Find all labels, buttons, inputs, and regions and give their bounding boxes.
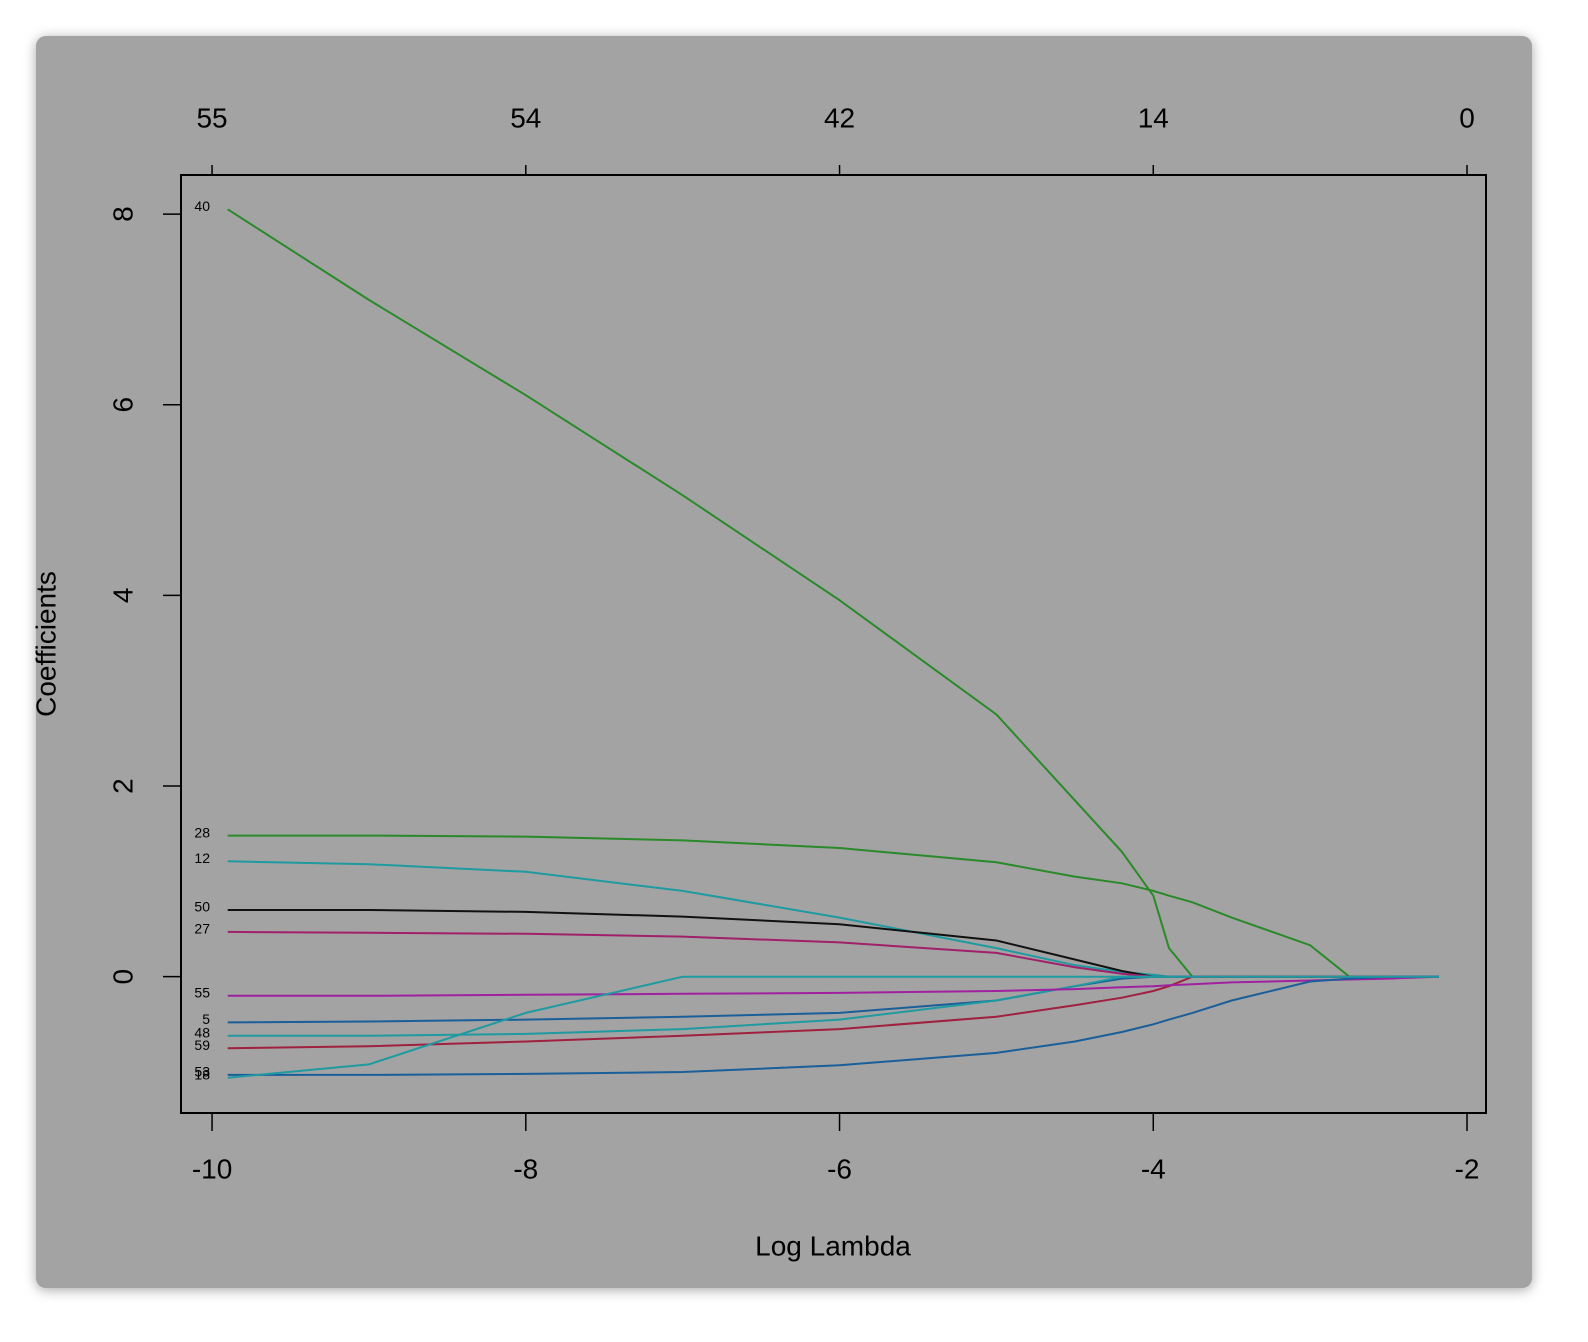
top-tick-label: 54 <box>510 102 541 133</box>
x-tick-label: -4 <box>1141 1153 1166 1184</box>
y-tick-label: 6 <box>107 397 138 413</box>
y-tick-label: 4 <box>107 588 138 604</box>
series-label: 12 <box>194 850 210 866</box>
x-axis-label: Log Lambda <box>755 1230 911 1261</box>
series-label: 5 <box>202 1011 210 1027</box>
x-tick-label: -2 <box>1455 1153 1480 1184</box>
coef-path <box>227 930 1439 978</box>
top-tick-label: 42 <box>824 102 855 133</box>
plot-card <box>36 36 1532 1288</box>
series-label: 40 <box>194 198 210 214</box>
plot-frame <box>180 174 1487 1114</box>
series-label: 27 <box>194 921 210 937</box>
coef-path <box>227 975 1439 997</box>
x-tick-label: -10 <box>192 1153 232 1184</box>
y-tick-label: 2 <box>107 778 138 794</box>
series-label: 28 <box>194 824 210 840</box>
coef-path <box>227 909 1439 978</box>
y-axis-label: Coefficients <box>30 571 61 717</box>
series-label: 53 <box>194 1064 210 1080</box>
x-tick-label: -8 <box>513 1153 538 1184</box>
series-label: 18 <box>194 1066 210 1082</box>
top-tick-label: 14 <box>1138 102 1169 133</box>
coef-path <box>227 860 1439 978</box>
x-tick-label: -6 <box>827 1153 852 1184</box>
coef-path <box>227 975 1439 1024</box>
series-label: 50 <box>194 899 210 915</box>
y-tick-label: 0 <box>107 969 138 985</box>
top-tick-label: 0 <box>1459 102 1475 133</box>
coef-path <box>227 975 1439 1076</box>
top-tick-label: 55 <box>196 102 227 133</box>
series-label: 55 <box>194 984 210 1000</box>
coef-path <box>227 208 1439 978</box>
y-tick-label: 8 <box>107 206 138 222</box>
series-label: 48 <box>194 1024 210 1040</box>
coef-path <box>227 975 1439 1079</box>
coef-path <box>227 834 1439 978</box>
series-label: 59 <box>194 1037 210 1053</box>
coef-path <box>227 975 1439 1037</box>
